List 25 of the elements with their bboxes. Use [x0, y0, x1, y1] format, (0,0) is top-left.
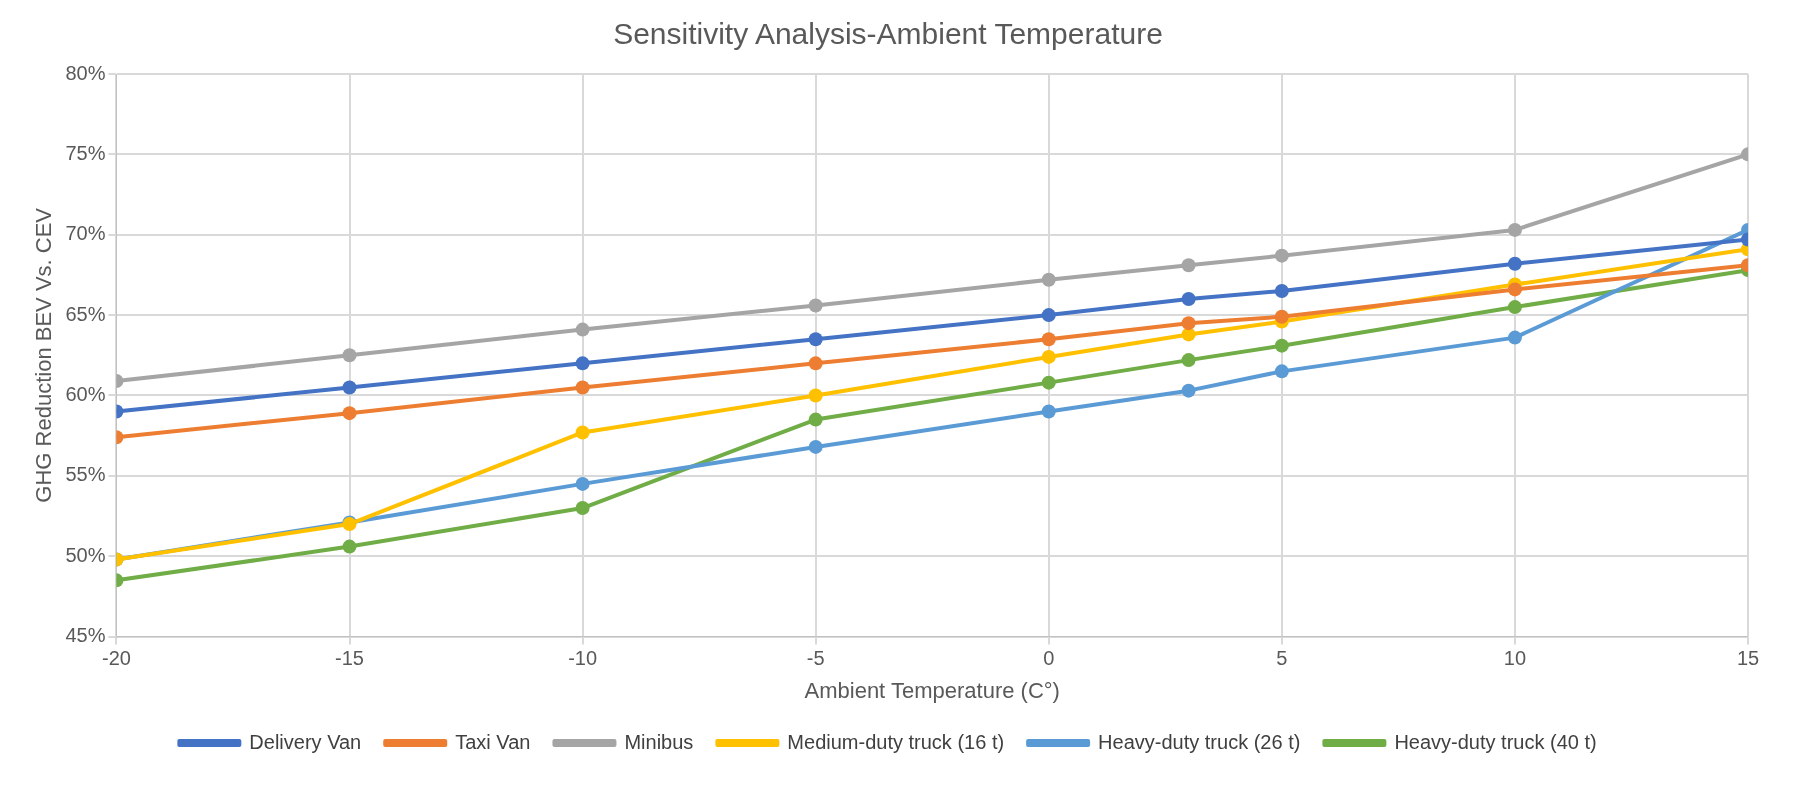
y-tick-label: 80% — [65, 61, 106, 84]
legend-label: Taxi Van — [455, 730, 531, 753]
x-tick-label: 5 — [1276, 647, 1288, 670]
x-tick-label: 0 — [1043, 647, 1055, 670]
x-axis-title: Ambient Temperature (C°) — [804, 677, 1060, 703]
y-tick-label: 50% — [65, 543, 106, 566]
x-tick-label: 15 — [1736, 647, 1760, 670]
legend-label: Delivery Van — [249, 730, 362, 753]
y-tick-label: 55% — [65, 463, 106, 486]
y-tick-label: 70% — [65, 222, 106, 245]
y-tick-label: 45% — [65, 624, 106, 647]
legend-label: Medium-duty truck (16 t) — [787, 730, 1005, 753]
x-tick-label: -20 — [101, 647, 131, 670]
legend-label: Minibus — [624, 730, 694, 753]
chart-title: Sensitivity Analysis-Ambient Temperature — [613, 17, 1163, 51]
legend-label: Heavy-duty truck (40 t) — [1394, 730, 1597, 753]
x-tick-label: -5 — [806, 647, 825, 670]
x-tick-label: -15 — [335, 647, 364, 670]
y-tick-label: 75% — [65, 141, 106, 164]
x-tick-label: -10 — [568, 647, 598, 670]
x-tick-label: 10 — [1503, 647, 1527, 670]
legend-label: Heavy-duty truck (26 t) — [1098, 730, 1301, 753]
y-tick-label: 65% — [65, 302, 106, 325]
y-axis-title: GHG Reduction BEV Vs. CEV — [31, 207, 57, 503]
y-tick-label: 60% — [65, 383, 106, 405]
